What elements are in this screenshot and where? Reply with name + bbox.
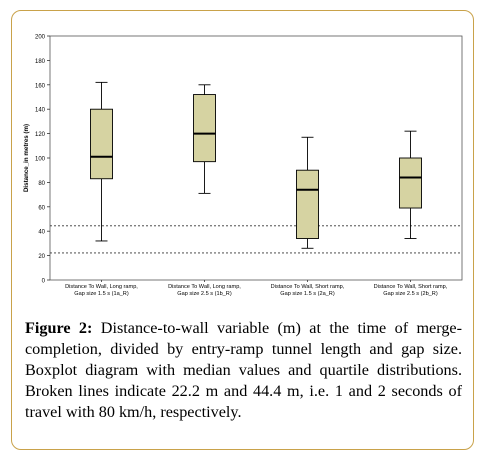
box [193,94,216,163]
x-category-label: Gap size 2.5 s (1b_R) [177,291,232,297]
caption-label: Figure 2: [25,319,93,337]
box [90,108,113,180]
y-tick-label: 160 [35,83,46,89]
plot-area [49,35,463,281]
x-category-label: Distance To Wall, Short ramp, [271,284,345,290]
box [399,157,422,209]
figure-caption: Figure 2: Distance-to-wall variable (m) … [25,318,462,423]
boxplot-chart: 0 20 40 60 80 100 120 140 160 180 200 Distance_in m… [23,35,463,297]
y-tick-label: 100 [35,157,46,163]
chart-container: 0 20 40 60 80 100 120 140 160 180 200 Distance_in m… [18,26,464,312]
x-category-label: Gap size 1.5 s (1a_R) [74,291,129,297]
y-tick-label: 20 [38,254,45,260]
y-tick-label: 180 [35,59,46,65]
y-tick-label: 200 [35,35,46,41]
y-axis-label: Distance_in metres (m) [23,124,30,192]
y-tick-label: 40 [38,230,45,236]
caption-text: Distance-to-wall variable (m) at the tim… [25,319,462,421]
y-tick-label: 80 [38,181,45,187]
x-category-label: Distance To Wall, Short ramp, [374,284,448,290]
x-category-label: Gap size 2.5 s (2b_R) [383,291,438,297]
y-tick-label: 120 [35,132,46,138]
box [296,169,319,239]
y-tick-label: 0 [42,279,46,285]
y-tick-label: 60 [38,205,45,211]
x-category-label: Distance To Wall, Long ramp, [65,284,138,290]
y-tick-label: 140 [35,108,46,114]
x-category-label: Distance To Wall, Long ramp, [168,284,241,290]
x-category-label: Gap size 1.5 s (2a_R) [280,291,335,297]
